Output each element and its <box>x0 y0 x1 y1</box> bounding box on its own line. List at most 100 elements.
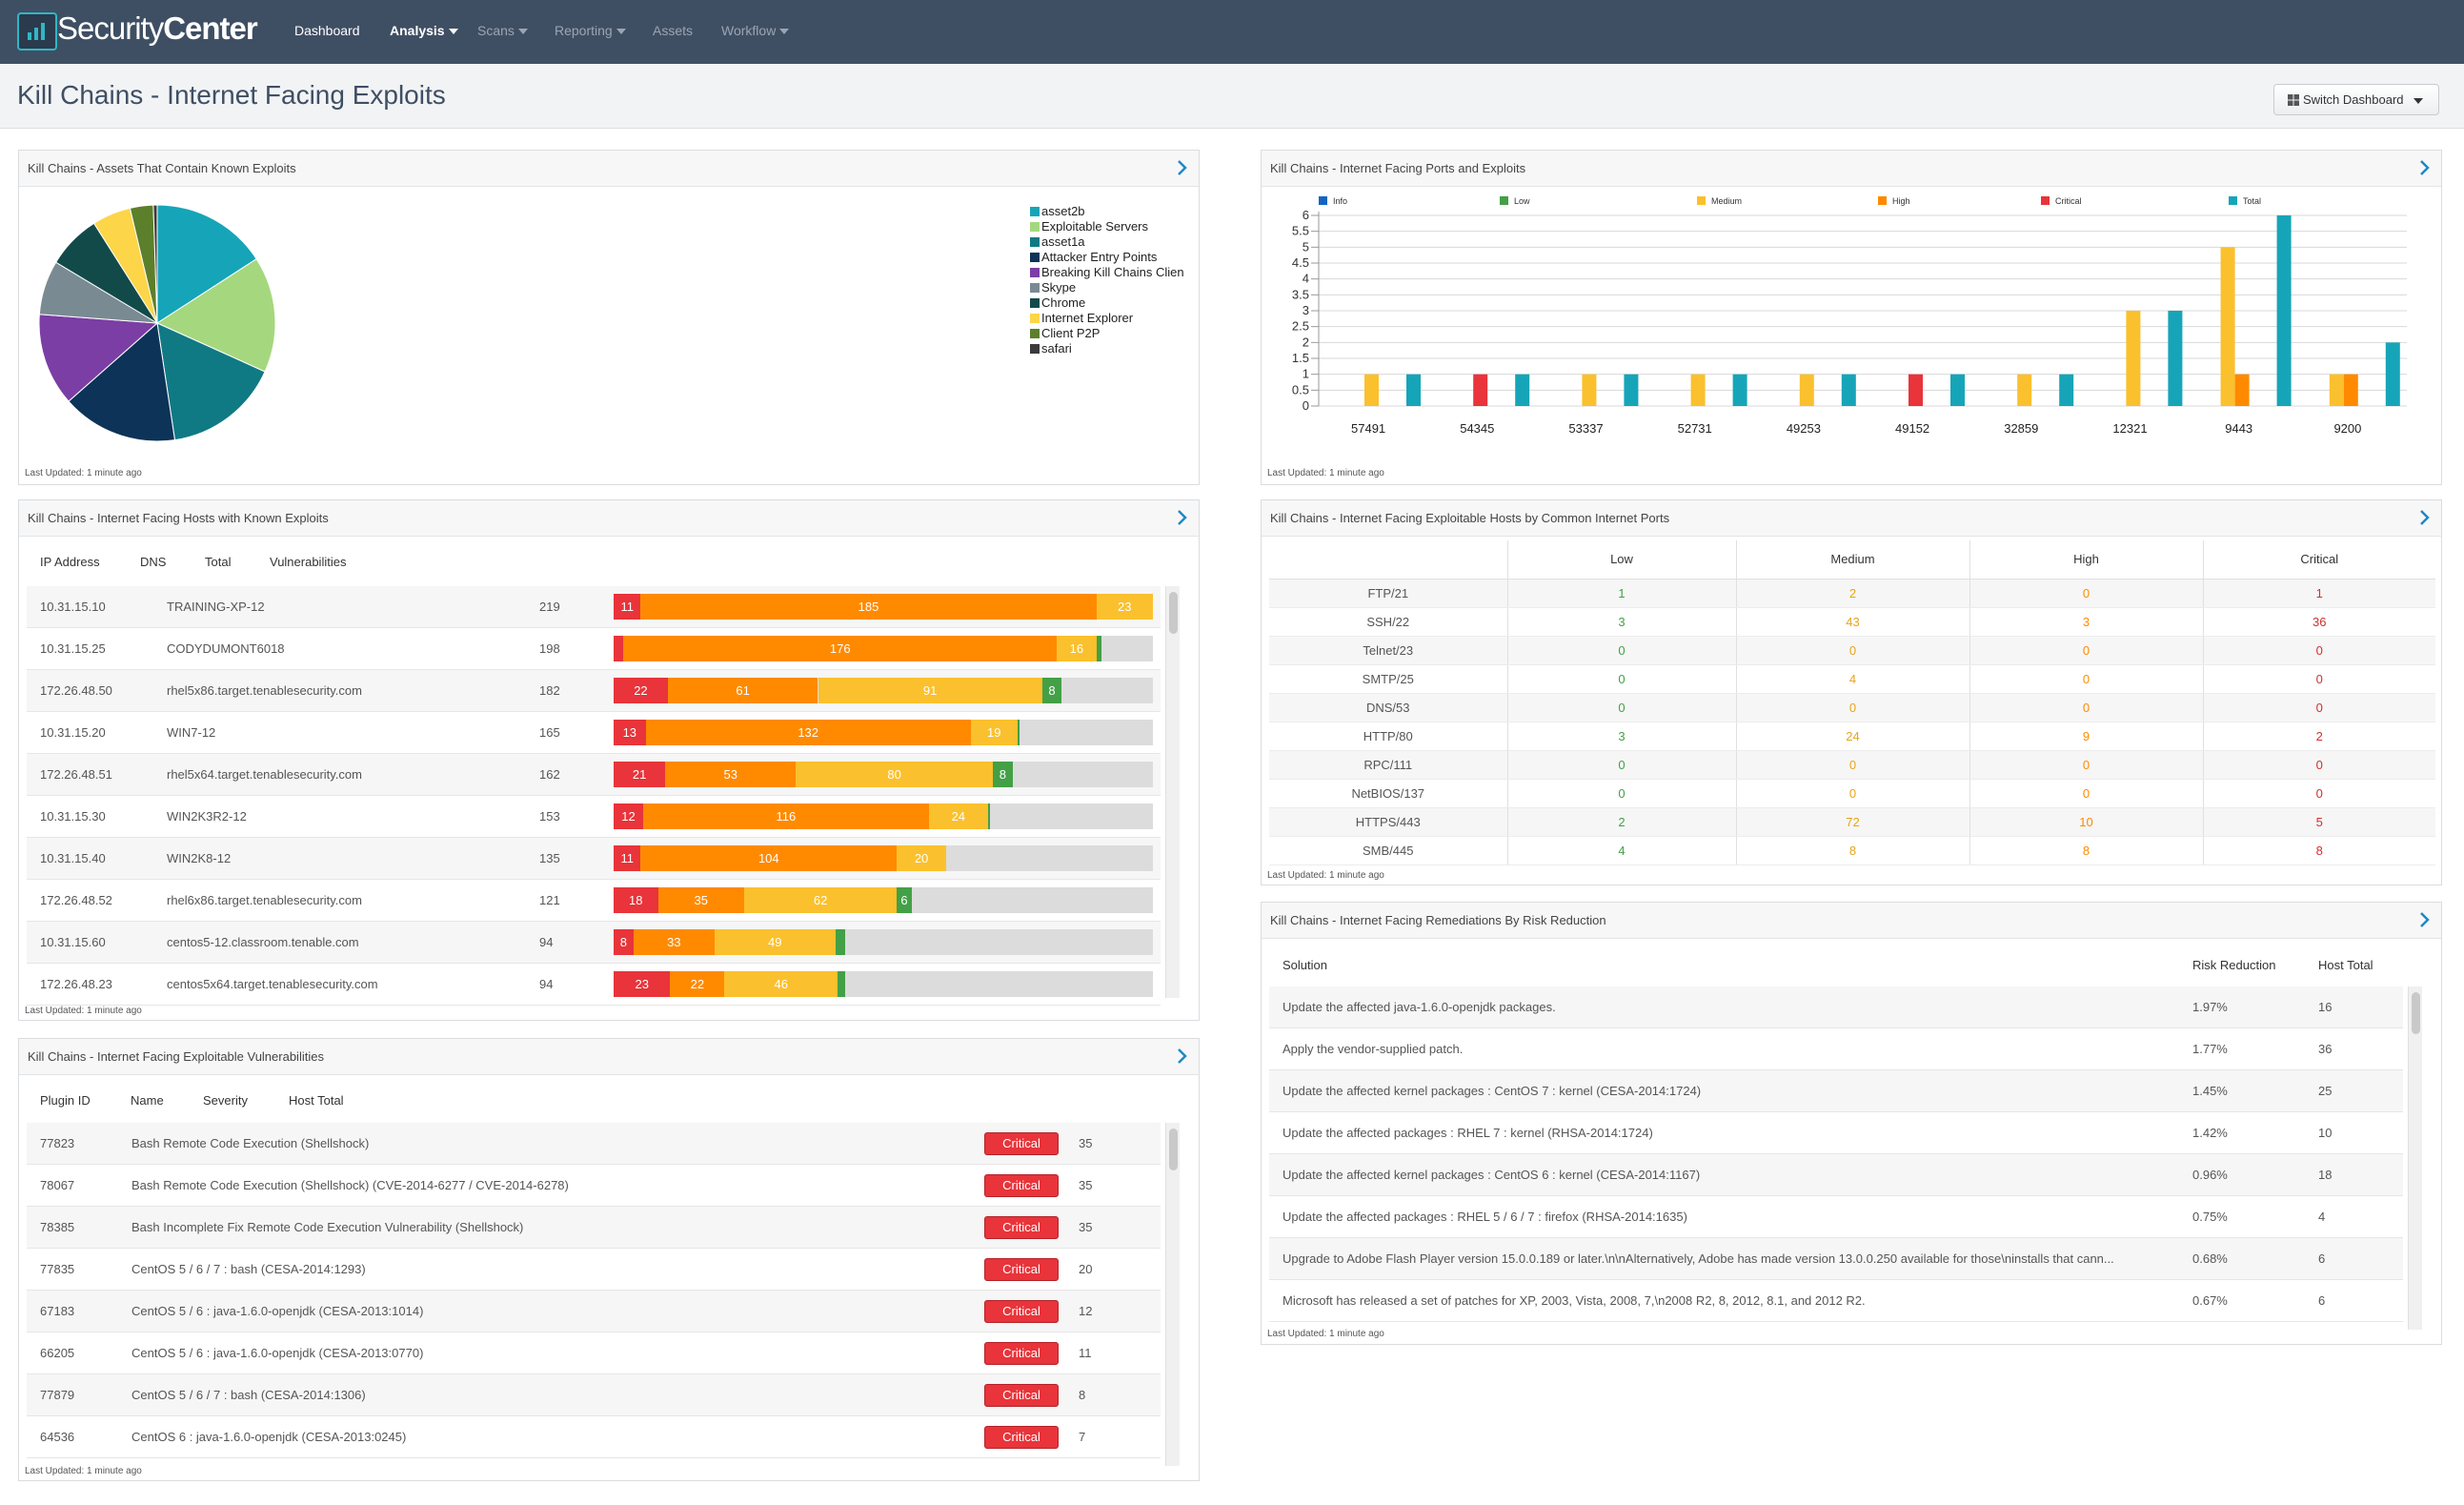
bar-segment-low[interactable] <box>1017 720 1020 745</box>
table-row[interactable]: 10.31.15.60 centos5-12.classroom.tenable.… <box>27 922 1161 964</box>
bar-medium[interactable] <box>1364 374 1379 406</box>
bar-total[interactable] <box>1624 374 1639 406</box>
bar-critical[interactable] <box>1909 374 1923 406</box>
solution-text[interactable]: Update the affected packages : RHEL 5 / … <box>1282 1210 1687 1224</box>
col-header-low[interactable]: Low <box>1506 540 1736 580</box>
bar-medium[interactable] <box>1582 374 1597 406</box>
legend-label[interactable]: Critical <box>2055 196 2082 206</box>
bar-segment-critical[interactable]: 11 <box>614 845 641 871</box>
severity-count[interactable]: 2 <box>2202 722 2435 751</box>
severity-count[interactable]: 36 <box>2202 607 2435 637</box>
severity-count[interactable]: 0 <box>2202 664 2435 694</box>
bar-segment-critical[interactable]: 18 <box>614 887 658 913</box>
severity-count[interactable]: 9 <box>1969 722 2203 751</box>
col-header-host-total[interactable]: Host Total <box>289 1093 344 1108</box>
vulnerability-name[interactable]: Bash Remote Code Execution (Shellshock) … <box>131 1178 569 1192</box>
bar-segment-critical[interactable]: 22 <box>614 678 668 703</box>
vulnerability-bar[interactable]: 13 132 19 <box>614 720 1153 745</box>
bar-medium[interactable] <box>2017 374 2032 406</box>
severity-count[interactable]: 8 <box>1969 836 2203 865</box>
nav-analysis[interactable]: Analysis <box>390 23 458 38</box>
col-header-medium[interactable]: Medium <box>1735 540 1969 580</box>
bar-segment-medium[interactable]: 49 <box>714 929 836 955</box>
severity-count[interactable]: 0 <box>1506 636 1736 665</box>
bar-total[interactable] <box>2385 342 2400 406</box>
vulnerability-bar[interactable]: 23 22 46 <box>614 971 1153 997</box>
vulnerability-name[interactable]: CentOS 5 / 6 : java-1.6.0-openjdk (CESA-… <box>131 1304 424 1318</box>
bar-segment-medium[interactable]: 23 <box>1096 594 1153 620</box>
pie-slice[interactable] <box>155 258 276 373</box>
severity-count[interactable]: 0 <box>1506 750 1736 780</box>
severity-count[interactable]: 0 <box>1735 636 1969 665</box>
pie-slice[interactable] <box>156 322 266 441</box>
table-row[interactable]: 77823 Bash Remote Code Execution (Shellsh… <box>27 1123 1161 1165</box>
table-row[interactable]: SMB/445 4 8 8 8 <box>1269 836 2435 865</box>
col-header-high[interactable]: High <box>1969 540 2203 580</box>
table-row[interactable]: 77835 CentOS 5 / 6 / 7 : bash (CESA-2014:… <box>27 1249 1161 1291</box>
table-row[interactable]: 10.31.15.20 WIN7-12 165 13 132 19 <box>27 712 1161 754</box>
table-row[interactable]: 78067 Bash Remote Code Execution (Shellsh… <box>27 1165 1161 1207</box>
bar-segment-high[interactable]: 132 <box>645 720 971 745</box>
severity-count[interactable]: 0 <box>1969 750 2203 780</box>
col-header-severity[interactable]: Severity <box>203 1093 248 1108</box>
severity-count[interactable]: 8 <box>2202 836 2435 865</box>
scrollbar[interactable] <box>1165 586 1180 998</box>
legend-label[interactable]: High <box>1892 196 1910 206</box>
severity-count[interactable]: 0 <box>2202 636 2435 665</box>
vulnerability-name[interactable]: CentOS 5 / 6 : java-1.6.0-openjdk (CESA-… <box>131 1346 424 1360</box>
col-header-risk-reduction[interactable]: Risk Reduction <box>2192 958 2276 972</box>
nav-assets[interactable]: Assets <box>653 23 694 38</box>
scrollbar-thumb[interactable] <box>1169 1129 1178 1170</box>
chevron-right-icon[interactable] <box>1172 1047 1191 1066</box>
solution-text[interactable]: Update the affected java-1.6.0-openjdk p… <box>1282 1000 1556 1014</box>
bar-segment-critical[interactable]: 11 <box>614 594 641 620</box>
severity-count[interactable]: 1 <box>2202 579 2435 608</box>
bar-segment-medium[interactable]: 62 <box>743 887 898 913</box>
bar-total[interactable] <box>1406 374 1421 406</box>
col-header-ip[interactable]: IP Address <box>40 555 100 569</box>
severity-count[interactable]: 0 <box>1969 693 2203 722</box>
vulnerability-bar[interactable]: 11 185 23 <box>614 594 1153 620</box>
vulnerability-name[interactable]: Bash Incomplete Fix Remote Code Executio… <box>131 1220 524 1234</box>
table-row[interactable]: Telnet/23 0 0 0 0 <box>1269 636 2435 665</box>
col-header-plugin-id[interactable]: Plugin ID <box>40 1093 91 1108</box>
chevron-right-icon[interactable] <box>2414 508 2434 527</box>
severity-count[interactable]: 0 <box>1735 750 1969 780</box>
severity-count[interactable]: 0 <box>1969 664 2203 694</box>
legend-item[interactable]: Client P2P <box>1030 326 1100 340</box>
nav-workflow[interactable]: Workflow <box>721 23 790 38</box>
bar-segment-low[interactable] <box>838 971 845 997</box>
solution-text[interactable]: Update the affected kernel packages : Ce… <box>1282 1168 1701 1182</box>
bar-critical[interactable] <box>1473 374 1488 406</box>
solution-text[interactable]: Update the affected kernel packages : Ce… <box>1282 1084 1702 1098</box>
bar-segment-medium[interactable]: 24 <box>928 803 988 829</box>
severity-count[interactable]: 0 <box>1735 693 1969 722</box>
severity-count[interactable]: 0 <box>1735 779 1969 808</box>
switch-dashboard-button[interactable]: Switch Dashboard <box>2273 84 2439 115</box>
bar-segment-critical[interactable]: 8 <box>614 929 634 955</box>
severity-count[interactable]: 0 <box>1506 664 1736 694</box>
bar-segment-high[interactable]: 176 <box>623 636 1058 661</box>
bar-medium[interactable] <box>2329 374 2344 406</box>
table-row[interactable]: 10.31.15.10 TRAINING-XP-12 219 11 185 23 <box>27 586 1161 628</box>
severity-count[interactable]: 1 <box>1506 579 1736 608</box>
severity-count[interactable]: 3 <box>1506 607 1736 637</box>
table-row[interactable]: DNS/53 0 0 0 0 <box>1269 693 2435 722</box>
col-header-name[interactable]: Name <box>131 1093 164 1108</box>
bar-segment-medium[interactable]: 16 <box>1057 636 1097 661</box>
table-row[interactable]: Apply the vendor-supplied patch. 1.77% 36 <box>1269 1028 2403 1070</box>
col-header-total[interactable]: Total <box>205 555 232 569</box>
table-row[interactable]: 78385 Bash Incomplete Fix Remote Code Exe… <box>27 1207 1161 1249</box>
severity-count[interactable]: 72 <box>1735 807 1969 837</box>
chevron-right-icon[interactable] <box>2414 910 2434 929</box>
table-row[interactable]: Update the affected packages : RHEL 7 : … <box>1269 1112 2403 1154</box>
bar-segment-medium[interactable]: 91 <box>818 678 1042 703</box>
bar-total[interactable] <box>2168 311 2183 406</box>
bar-segment-critical[interactable]: 21 <box>614 762 666 787</box>
table-row[interactable]: 172.26.48.51 rhel5x64.target.tenablesecur… <box>27 754 1161 796</box>
severity-count[interactable]: 0 <box>1969 779 2203 808</box>
bar-segment-medium[interactable]: 80 <box>796 762 993 787</box>
scrollbar[interactable] <box>1165 1123 1180 1466</box>
legend-item[interactable]: Internet Explorer <box>1030 311 1133 325</box>
scrollbar-thumb[interactable] <box>2412 992 2420 1034</box>
